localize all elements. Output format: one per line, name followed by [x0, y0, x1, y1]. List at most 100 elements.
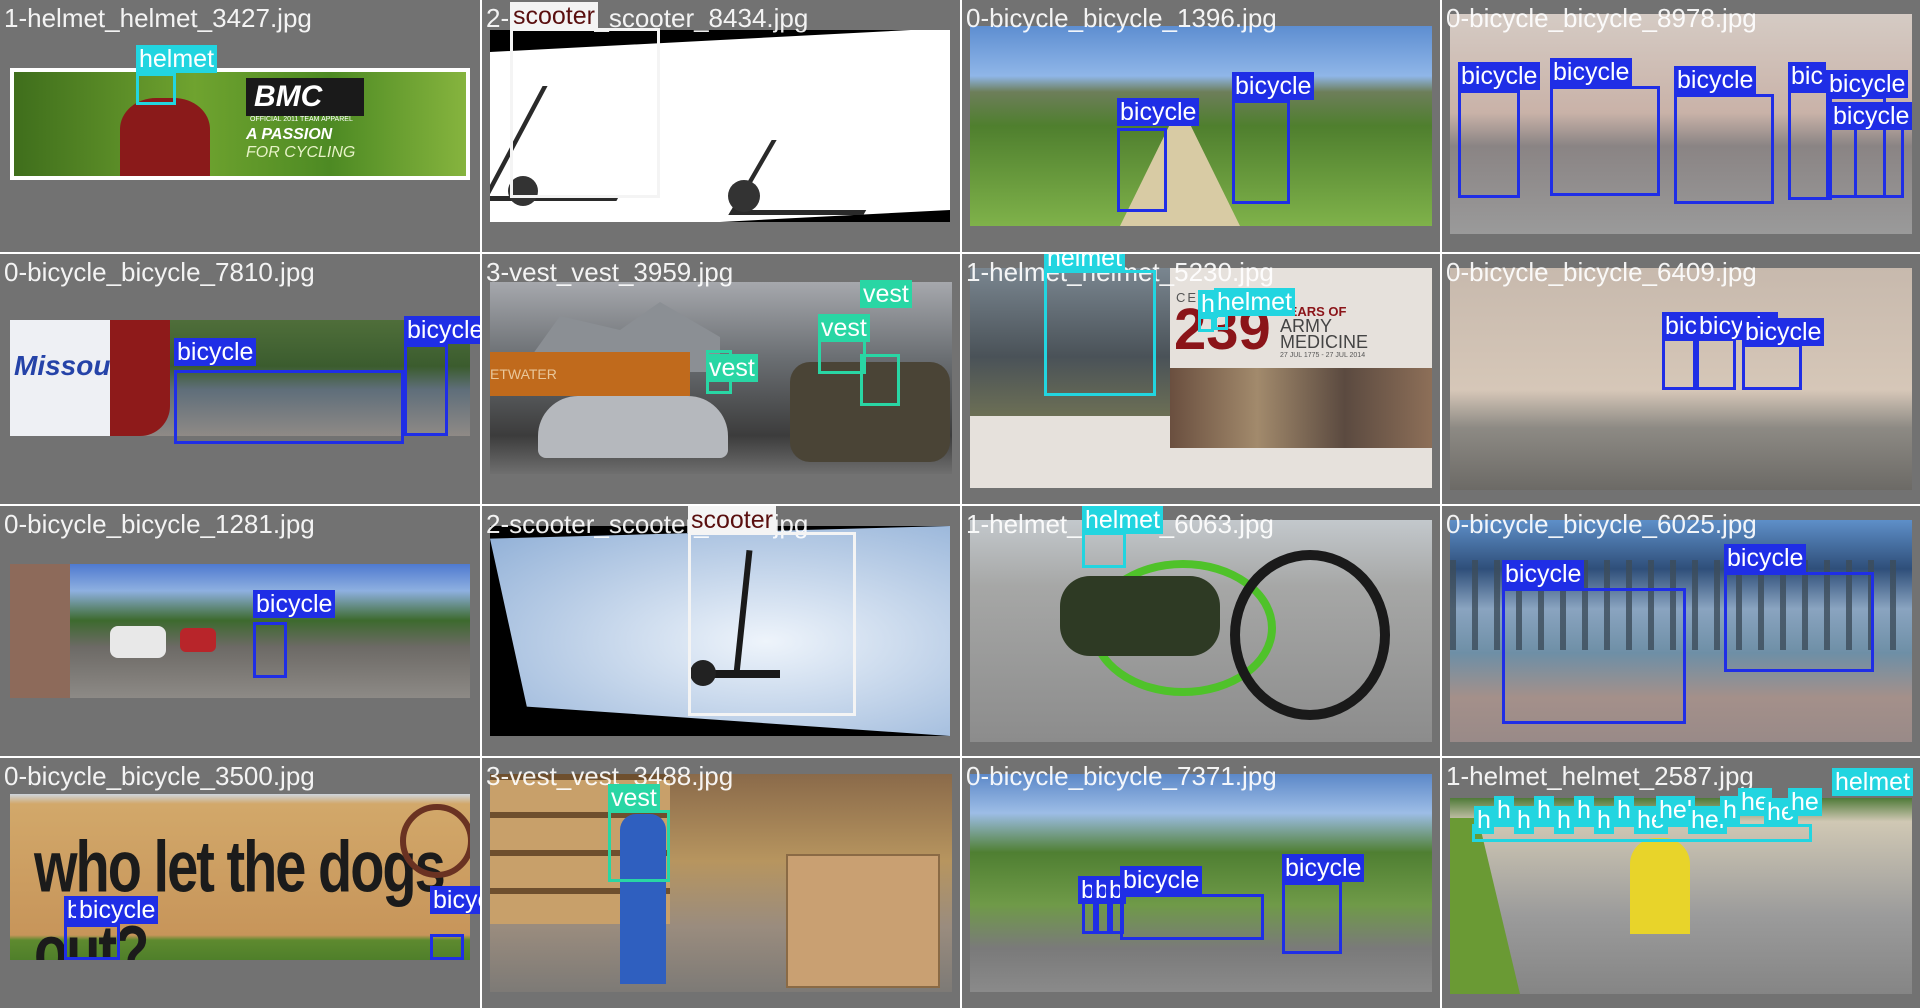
tile-filename: 0-bicycle_bicycle_1396.jpg [966, 3, 1277, 33]
bicycle-detection-label: bicycle [404, 316, 480, 344]
tile-photo [1450, 268, 1912, 490]
tile-8[interactable]: 0-bicycle_bicycle_1281.jpg bicycle [0, 506, 480, 756]
helmet-detection-label: h [1574, 796, 1594, 824]
bicycle-detection-label: bicycle [1232, 72, 1315, 100]
bicycle-detection-label: bicycle [253, 590, 336, 618]
bicycle-detection-label: bicycle [174, 338, 257, 366]
bicycle-detection-box [1232, 100, 1290, 204]
helmet-detection-label: h [1554, 806, 1574, 834]
helmet-detection-box [1044, 270, 1156, 396]
bicycle-detection-label: bicycle [76, 896, 159, 924]
bicycle-detection-label: bicycle [1502, 560, 1585, 588]
banner-text: Missouri [14, 350, 130, 381]
scooter-left-wheel [508, 176, 538, 206]
red-car [180, 628, 216, 652]
passion-text: A PASSION [246, 126, 333, 143]
tile-5[interactable]: ETWATER 3-vest_vest_3959.jpg vest vest v… [482, 254, 960, 504]
wall-slogan: who let the dogs out? [34, 825, 446, 960]
helmet-detection-box [1082, 532, 1126, 568]
red-car [110, 320, 170, 436]
bicycle-detection-box [1696, 338, 1736, 390]
tile-0[interactable]: BMC OFFICIAL 2011 TEAM APPAREL A PASSION… [0, 0, 480, 252]
photo-collage [1170, 368, 1432, 448]
bicycle-detection-label: bicycle [1674, 66, 1757, 94]
bicycle-detection-label: bicycle [1724, 544, 1807, 572]
logo-panel [246, 78, 364, 116]
cyclist-figure [120, 98, 210, 176]
helmet-detection-box [1214, 314, 1228, 330]
bicycle-detection-box [1502, 588, 1686, 724]
tile-filename: 0-bicycle_bicycle_6025.jpg [1446, 509, 1757, 539]
bicycle-detection-box [1662, 338, 1696, 390]
bicycle-detection-box [1550, 86, 1660, 196]
bicycle-detection-label: bicycle [1282, 854, 1365, 882]
grass-verge [1450, 818, 1520, 994]
bmc-logo-text: BMC [254, 80, 323, 113]
helmet-detection-label: h [1198, 290, 1218, 318]
vest-detection-label: vest [860, 280, 912, 308]
vest-detection-label: vest [608, 784, 660, 812]
date-range-text: 27 JUL 1775 - 27 JUL 2014 [1280, 352, 1366, 359]
tile-6[interactable]: CELEBRATING 239 YEARS OF ARMY MEDICINE 2… [962, 254, 1440, 504]
worker [620, 814, 666, 984]
helmet-detection-label: h [1614, 796, 1634, 824]
bicycle-detection-box [1742, 344, 1802, 390]
orange-barrier [490, 352, 690, 396]
bicycle-detection-box [1724, 572, 1874, 672]
tile-filename: 0-bicycle_bicycle_6409.jpg [1446, 257, 1757, 287]
white-car [110, 626, 166, 658]
crowd-left [10, 564, 70, 698]
scooter-detection-label: scooter [688, 506, 776, 534]
tile-11[interactable]: 0-bicycle_bicycle_6025.jpg bicycle bicyc… [1442, 506, 1920, 756]
helmet-detection-label: h [1474, 806, 1494, 834]
bicycle-detection-box [1458, 90, 1520, 198]
tile-photo [10, 564, 470, 698]
helmet-detection-label: h [1514, 806, 1534, 834]
tile-photo [1450, 520, 1912, 742]
tile-13[interactable]: 3-vest_vest_3488.jpg vest [482, 758, 960, 1008]
tile-photo [490, 526, 950, 736]
years-text: YEARS OF [1280, 304, 1347, 319]
bicycle-detection-box [430, 934, 464, 960]
tile-photo [490, 774, 952, 992]
helmet-detection-box [1198, 316, 1214, 332]
tile-14[interactable]: 0-bicycle_bicycle_7371.jpg b b b bicycle… [962, 758, 1440, 1008]
bicycle-detection-label: bicycle [1458, 62, 1541, 90]
scooter-wheel [690, 660, 716, 686]
tile-filename: 0-bicycle_bicycle_8978.jpg [1446, 3, 1757, 33]
bicycle-detection-box [404, 344, 448, 436]
helmet-detection-label: helmet [1832, 768, 1914, 796]
tile-3[interactable]: 0-bicycle_bicycle_8978.jpg bicycle bicyc… [1442, 0, 1920, 252]
cardboard-boxes [786, 854, 940, 988]
forest-background [14, 72, 466, 176]
tile-4[interactable]: Missouri 0-bicycle_bicycle_7810.jpg bicy… [0, 254, 480, 504]
helmet-detection-label: h [1534, 796, 1554, 824]
pilot-photo [970, 268, 1170, 416]
tile-7[interactable]: 0-bicycle_bicycle_6409.jpg bicy bicycle … [1442, 254, 1920, 504]
scooter-detection-box [510, 28, 660, 198]
army-text: ARMY [1280, 316, 1333, 336]
tile-10[interactable]: 1-helmet_helmet_6063.jpg helmet [962, 506, 1440, 756]
helmet-detection-label: hel [1688, 806, 1728, 834]
helmet-detection-label: h [1594, 806, 1614, 834]
tile-9[interactable]: 2-scooter_scooter_8373.jpg scooter [482, 506, 960, 756]
scooter-right-wheel [728, 180, 760, 212]
tile-filename: 0-bicycle_bicycle_3500.jpg [4, 761, 315, 791]
rider-body [1060, 576, 1220, 656]
yellow-rider [1630, 838, 1690, 934]
tile-filename: 0-bicycle_bicycle_7810.jpg [4, 257, 315, 287]
tile-12[interactable]: who let the dogs out? 0-bicycle_bicycle_… [0, 758, 480, 1008]
tile-photo [970, 26, 1432, 226]
tile-15[interactable]: 1-helmet_helmet_2587.jpg h h h h h h h h… [1442, 758, 1920, 1008]
medicine-text: MEDICINE [1280, 332, 1369, 352]
helmet-detection-label: h [1720, 796, 1740, 824]
tile-filename: 0-bicycle_bicycle_1281.jpg [4, 509, 315, 539]
tile-filename: 1-helmet_helmet_2587.jpg [1446, 761, 1754, 791]
tile-photo: who let the dogs out? [10, 794, 470, 960]
tile-1[interactable]: 2-scooter_scooter_8434.jpg scooter [482, 0, 960, 252]
vest-detection-box [608, 810, 670, 882]
excavator-bucket [790, 362, 950, 462]
vest-detection-label: vest [818, 314, 870, 342]
tile-2[interactable]: 0-bicycle_bicycle_1396.jpg bicycle bicyc… [962, 0, 1440, 252]
bicycle-detection-box [253, 622, 287, 678]
